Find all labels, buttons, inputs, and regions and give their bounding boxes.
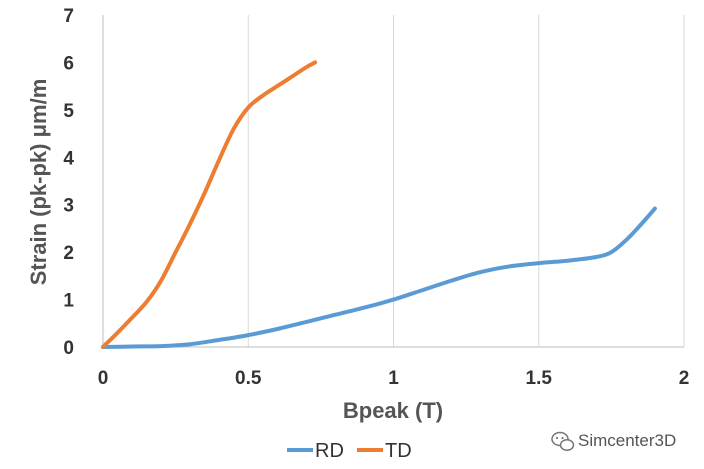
x-tick-label: 0 (98, 368, 109, 389)
y-tick-label: 0 (63, 338, 74, 359)
axes (102, 15, 684, 348)
x-axis-title: Bpeak (T) (343, 398, 443, 423)
tick-labels: 0 1 2 3 4 5 6 7 0 0.5 1 1.5 2 (63, 6, 689, 389)
x-tick-label: 1 (388, 368, 399, 389)
y-tick-label: 6 (63, 53, 74, 74)
legend-label: RD (315, 440, 344, 462)
wechat-icon (551, 431, 575, 451)
y-tick-label: 7 (63, 6, 74, 27)
watermark: Simcenter3D (551, 431, 676, 451)
y-tick-label: 2 (63, 243, 74, 264)
legend-item-rd: RD (287, 440, 344, 462)
legend-label: TD (385, 440, 412, 462)
series-line-rd (101, 206, 657, 349)
y-tick-label: 1 (63, 291, 74, 312)
gridlines (247, 15, 685, 347)
watermark-text: Simcenter3D (578, 431, 676, 450)
y-tick-label: 3 (63, 196, 74, 217)
y-axis-title: Strain (pk-pk) μm/m (26, 79, 51, 286)
x-tick-label: 1.5 (526, 368, 553, 389)
y-tick-label: 4 (63, 148, 74, 169)
x-tick-label: 0.5 (235, 368, 262, 389)
x-tick-label: 2 (679, 368, 690, 389)
y-tick-label: 5 (63, 101, 74, 122)
series-layer (101, 60, 657, 349)
series-line-td (101, 60, 318, 349)
legend: RD TD (287, 440, 412, 462)
legend-item-td: TD (357, 440, 412, 462)
